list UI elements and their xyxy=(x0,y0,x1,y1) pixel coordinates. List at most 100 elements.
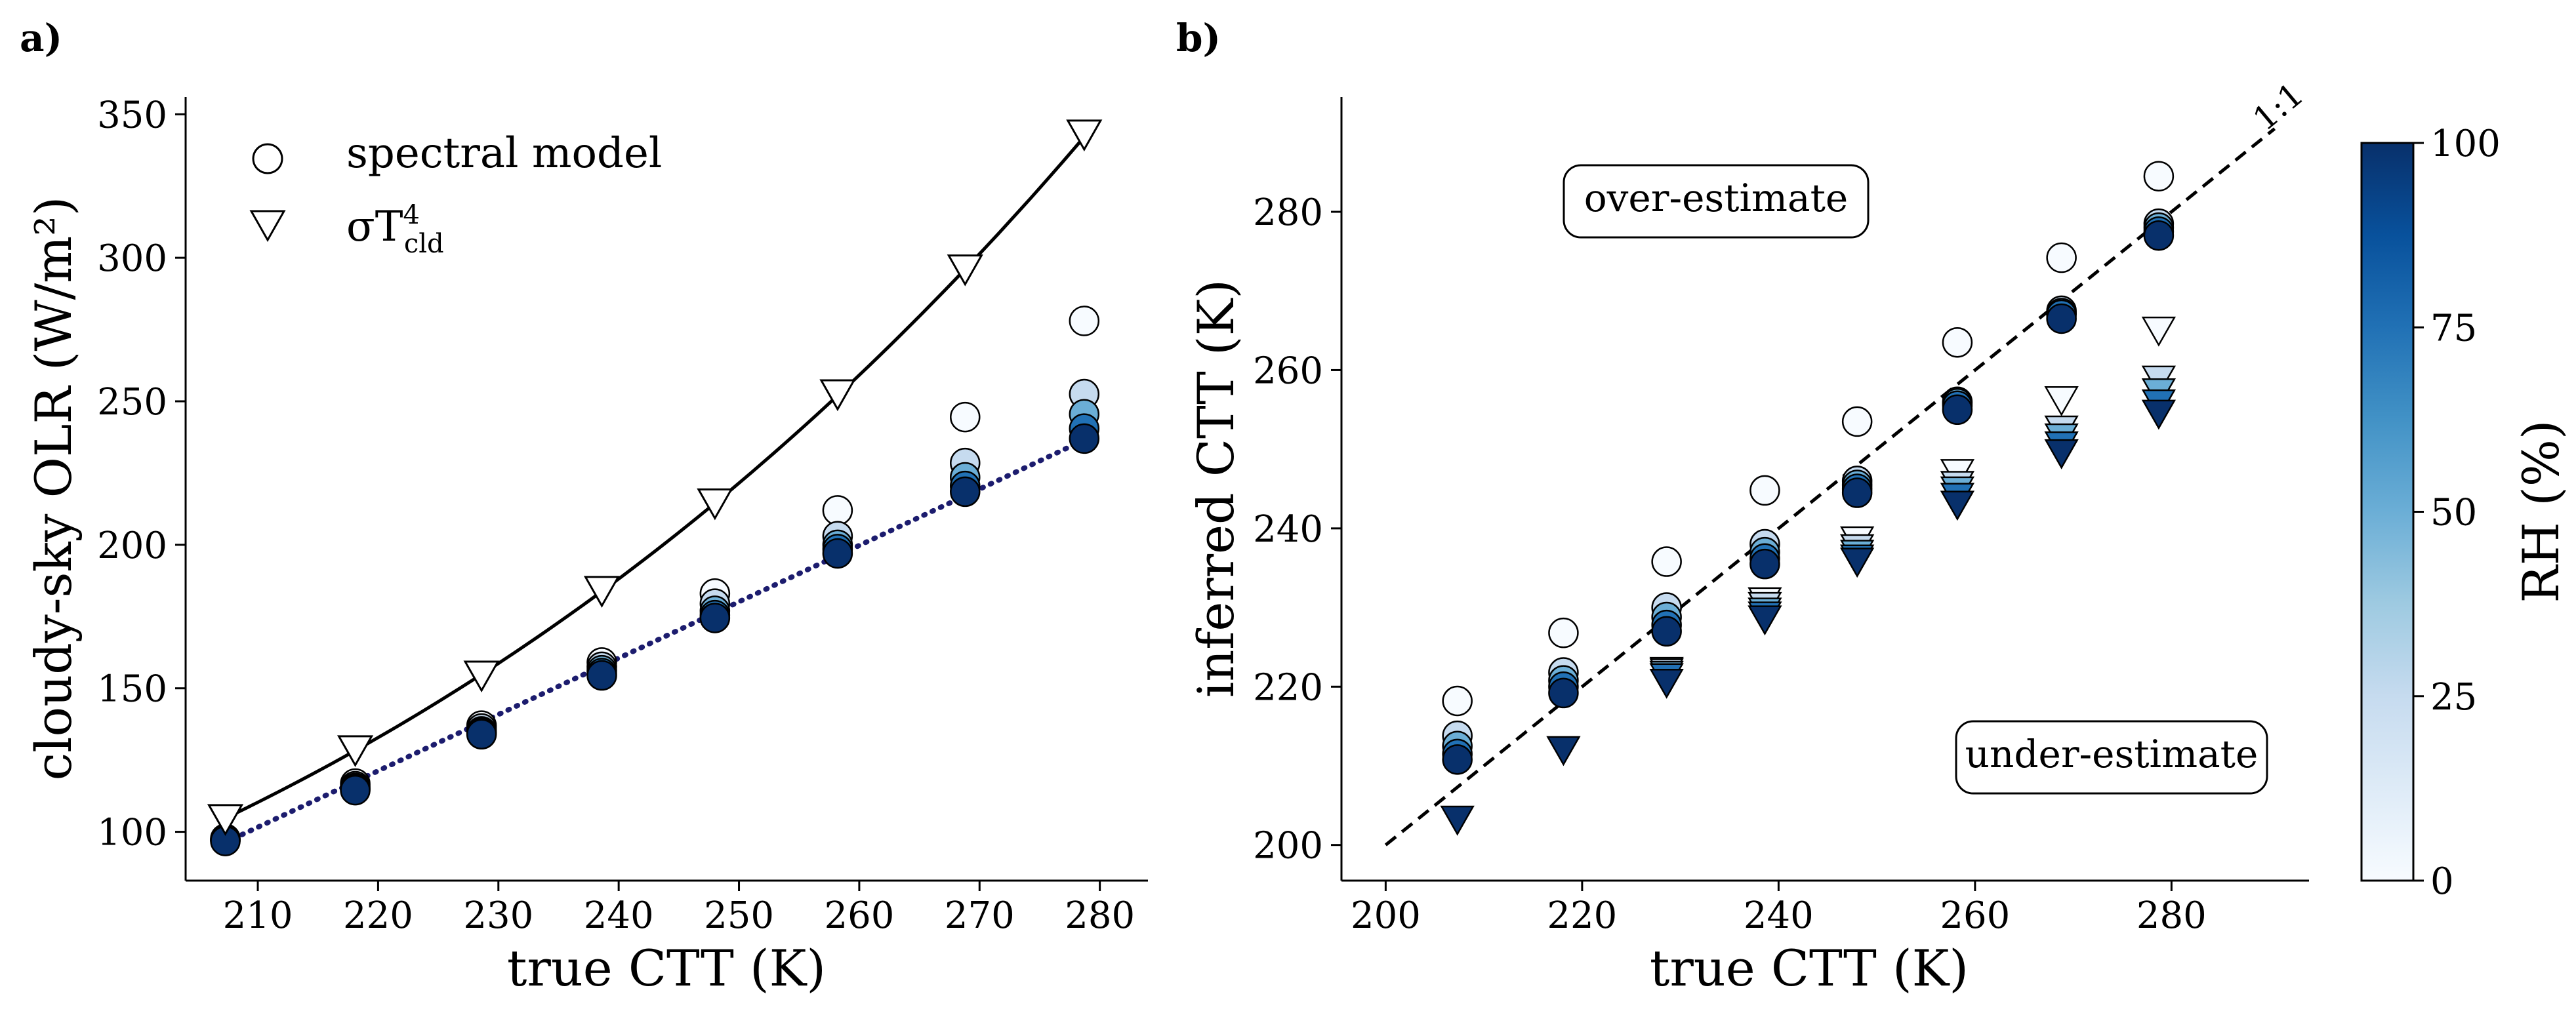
colorbar-tick-label: 100 xyxy=(2430,123,2501,165)
panel-a-spectral-point xyxy=(699,603,731,633)
panel-b-sigma-t4-point xyxy=(2044,439,2079,469)
panel-a-y-tick-label: 250 xyxy=(97,381,167,424)
legend-label-spectral-model: spectral model xyxy=(346,129,662,178)
panel-b-spectral-point xyxy=(1841,477,1873,508)
panel-a-x-tick-label: 220 xyxy=(343,894,413,937)
annotation-under-estimate-box xyxy=(1955,720,2268,795)
panel-b-y-tick-label: 240 xyxy=(1253,508,1323,551)
panel-b-sigma-t4-point xyxy=(2141,399,2177,430)
panel-b-axes: 200 220 240 260 280 200 220 240 260 280 xyxy=(1253,97,2309,937)
panel-b-marks xyxy=(1440,161,2177,836)
panel-b-spectral-point xyxy=(2143,161,2175,191)
colorbar-tick-label: 50 xyxy=(2430,492,2477,534)
panel-b-sigma-t4-point xyxy=(1840,548,1875,578)
panel-a-y-tick-label: 100 xyxy=(97,812,167,854)
colorbar-gradient xyxy=(2360,142,2415,882)
panel-b-x-tick-label: 220 xyxy=(1547,894,1617,937)
panel-b-spectral-point xyxy=(1942,394,1973,426)
colorbar: 0 25 50 75 100 RH (%) xyxy=(2360,123,2570,903)
panel-b-x-tick-label: 260 xyxy=(1940,894,2010,937)
panel-a-sigma-t4-point xyxy=(583,576,621,608)
panel-b-x-tick-label: 280 xyxy=(2136,894,2207,937)
panel-a-spectral-point xyxy=(1069,423,1100,454)
panel-b-spectral-point xyxy=(2046,242,2077,273)
panel-a-sigma-t4-point xyxy=(1066,119,1103,151)
panel-a-x-tick-label: 240 xyxy=(584,894,654,937)
legend-marker-triangle xyxy=(249,210,286,243)
panel-b-ylabel: inferred CTT (K) xyxy=(1187,279,1245,698)
panel-a-marks xyxy=(207,119,1103,856)
panel-a-y-tick-label: 300 xyxy=(97,237,167,280)
panel-b-spectral-point xyxy=(2046,303,2077,334)
panel-b-y-tick-label: 220 xyxy=(1253,666,1323,709)
colorbar-tick-label: 25 xyxy=(2430,676,2477,719)
panel-b-spectral-point xyxy=(1442,744,1473,775)
panel-a-sigma-t4-point xyxy=(463,660,500,693)
panel-a-x-tick-label: 280 xyxy=(1065,894,1135,937)
panel-b-spectral-point xyxy=(1548,677,1579,709)
panel-b-spectral-point xyxy=(1841,406,1873,437)
one-to-one-label: 1:1 xyxy=(2246,75,2311,138)
annotation-over-estimate-box xyxy=(1563,164,1870,239)
colorbar-tick-label: 75 xyxy=(2430,307,2477,349)
panel-a-x-tick-label: 260 xyxy=(824,894,894,937)
panel-a-spectral-point xyxy=(822,495,853,526)
panel-b-sigma-t4-point xyxy=(1440,805,1475,836)
panel-a-spectral-point xyxy=(340,774,371,806)
panel-a-y-tick-label: 150 xyxy=(97,668,167,711)
panel-b-y-tick-label: 280 xyxy=(1253,191,1323,234)
colorbar-ticks: 0 25 50 75 100 xyxy=(2413,123,2501,903)
panel-b-spectral-point xyxy=(1548,617,1579,648)
panel-b-label: b) xyxy=(1176,16,1221,60)
panel-a-x-tick-label: 230 xyxy=(463,894,533,937)
panel-b-spectral-point xyxy=(1651,546,1682,577)
panel-b-spectral-point xyxy=(1651,616,1682,647)
panel-a-x-tick-label: 270 xyxy=(945,894,1015,937)
panel-a-legend: spectral model σT4 cld xyxy=(249,129,662,259)
panel-a-spectral-point xyxy=(1069,306,1100,336)
panel-a-xlabel: true CTT (K) xyxy=(507,939,826,997)
panel-b-sigma-t4-point xyxy=(1748,605,1782,636)
panel-b-spectral-point xyxy=(1942,327,1973,358)
panel-a-spectral-point xyxy=(822,538,853,569)
panel-b-xlabel: true CTT (K) xyxy=(1650,939,1969,997)
linear-fit-dotted-line xyxy=(222,437,1087,845)
panel-b-sigma-t4-point xyxy=(2141,316,2177,347)
panel-a-spectral-point xyxy=(586,660,617,691)
legend-label-sigma-t4: σT4 cld xyxy=(346,200,444,259)
panel-a-spectral-point xyxy=(950,401,981,433)
panel-a-y-tick-label: 200 xyxy=(97,525,167,567)
panel-b: b) 200 220 240 260 280 200 220 240 260 280 1:1 ov… xyxy=(1176,16,2311,997)
panel-a-ylabel: cloudy-sky OLR (W/m²) xyxy=(24,197,83,781)
colorbar-tick-label: 0 xyxy=(2430,860,2454,903)
panel-b-spectral-point xyxy=(1749,548,1780,580)
panel-b-sigma-t4-point xyxy=(1546,736,1581,767)
panel-a-axes: 210 220 230 240 250 260 270 280 100 150 200 250 300 3… xyxy=(97,94,1148,937)
panel-a-sigma-t4-point xyxy=(697,488,733,521)
panel-a-spectral-point xyxy=(950,476,981,508)
panel-a-y-tick-label: 350 xyxy=(97,94,167,136)
colorbar-label: RH (%) xyxy=(2512,420,2570,603)
panel-b-sigma-t4-point xyxy=(1940,490,1975,521)
panel-b-y-tick-label: 260 xyxy=(1253,349,1323,392)
panel-b-sigma-t4-point xyxy=(2044,386,2079,416)
panel-a-x-tick-label: 250 xyxy=(704,894,774,937)
panel-b-sigma-t4-point xyxy=(1649,668,1684,699)
panel-b-spectral-point xyxy=(2143,220,2175,251)
panel-a-sigma-t4-point xyxy=(337,735,374,767)
annotation-over-estimate: over-estimate xyxy=(1584,176,1849,220)
legend-marker-circle xyxy=(252,143,283,174)
annotation-under-estimate: under-estimate xyxy=(1965,732,2259,776)
panel-a: a) 210 220 230 240 250 260 270 280 100 150 200 250 3… xyxy=(20,16,1148,997)
panel-b-y-tick-label: 200 xyxy=(1253,825,1323,867)
panel-a-sigma-t4-point xyxy=(819,379,856,412)
panel-a-spectral-point xyxy=(466,719,497,750)
panel-a-sigma-t4-point xyxy=(207,804,244,836)
one-to-one-line xyxy=(1384,127,2276,847)
panel-b-x-tick-label: 200 xyxy=(1351,894,1421,937)
panel-a-x-tick-label: 210 xyxy=(223,894,293,937)
panel-a-sigma-t4-point xyxy=(947,254,983,287)
panel-b-spectral-point xyxy=(1749,475,1780,506)
panel-a-label: a) xyxy=(20,16,62,60)
